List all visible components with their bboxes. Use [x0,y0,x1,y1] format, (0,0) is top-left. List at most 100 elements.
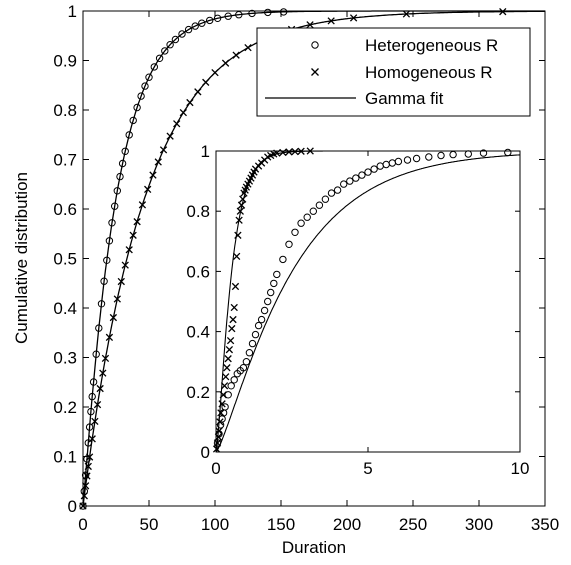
main-point-homogeneous [85,453,94,461]
inset-point-circle [464,150,472,158]
inset-point-circle [303,213,311,221]
main-point-heterogeneous [133,103,141,112]
main-point-homogeneous [96,384,104,393]
inset-point-x [220,382,229,390]
main-point-heterogeneous [116,172,124,181]
main-point-heterogeneous [184,25,193,34]
inset-point-circle [340,180,348,188]
main-y-tick-label: 1 [68,2,77,21]
inset-point-x [212,445,221,453]
main-point-heterogeneous [95,324,103,332]
main-point-heterogeneous [166,41,174,49]
legend: Heterogeneous R Homogeneous R Gamma fit [256,27,531,117]
inset-point-circle [504,148,512,157]
main-point-homogeneous [81,482,90,490]
main-point-homogeneous [117,277,125,286]
inset-point-x [226,336,235,345]
inset-point-x [217,409,225,417]
main-point-homogeneous [154,158,162,166]
inset-point-circle [251,330,260,339]
main-point-heterogeneous [83,455,91,463]
main-point-homogeneous [166,132,174,140]
main-point-heterogeneous [141,82,149,90]
main-point-homogeneous [79,502,87,510]
main-point-homogeneous [221,59,230,67]
inset-point-circle [346,177,354,185]
inset-point-circle [285,240,293,249]
inset-point-circle [412,154,421,163]
inset-point-circle [248,339,257,348]
main-y-tick-label: 0.6 [53,200,77,219]
main-x-tick-label: 150 [267,515,295,534]
inset-point-circle [309,207,317,215]
main-point-heterogeneous [264,8,272,17]
main-point-heterogeneous [111,202,119,210]
main-point-homogeneous [125,246,133,254]
main-point-homogeneous [105,333,114,341]
main-point-homogeneous [133,218,141,226]
main-point-homogeneous [121,261,129,269]
inset-point-x [230,303,238,312]
y-axis-label: Cumulative distribution [12,172,31,344]
main-point-heterogeneous [113,187,122,195]
inset-point-circle [479,149,488,157]
inset-point-x [215,427,223,435]
main-x-tick-label: 50 [140,515,159,534]
inset-point-circle [264,297,272,306]
inset-point-circle [270,279,278,288]
inset-point-x [224,355,232,363]
legend-label-homogeneous: Homogeneous R [365,63,493,82]
main-x-tick-label: 200 [333,515,361,534]
inset-point-x [273,149,281,157]
main-y-tick-label: 0.5 [53,250,77,269]
main-point-homogeneous [138,201,147,209]
inset-point-circle [273,270,281,279]
main-point-homogeneous [159,146,168,154]
legend-label-heterogeneous: Heterogeneous R [365,36,498,55]
main-point-homogeneous [211,68,219,77]
main-point-homogeneous [306,21,314,29]
inset-point-circle [321,195,330,203]
main-point-homogeneous [327,17,335,25]
main-point-homogeneous [88,435,96,443]
main-point-heterogeneous [145,73,153,81]
main-point-homogeneous [349,14,358,22]
main-y-tick-label: 0.2 [53,398,77,417]
main-point-heterogeneous [125,131,133,139]
main-y-tick-label: 0.9 [53,52,77,71]
inset-point-circle [394,157,403,166]
legend-marker-x [311,68,319,76]
inset-x-tick-label: 0 [211,459,220,478]
inset-point-circle [425,153,433,161]
inset-point-circle [315,201,324,209]
inset-point-x [279,148,287,157]
main-point-heterogeneous [155,54,164,62]
main-point-homogeneous [149,171,157,179]
inset-point-x [225,346,234,354]
inset-y-tick-label: 0 [201,443,210,462]
inset-point-x [285,148,293,156]
inset-point-x [234,231,242,239]
main-point-heterogeneous [121,147,129,156]
inset-point-circle [279,255,287,264]
inset-point-circle [213,439,222,447]
main-point-heterogeneous [235,11,243,19]
inset-point-circle [364,168,372,176]
inset-point-x [237,201,246,209]
inset-point-x [228,324,236,333]
main-point-heterogeneous [206,16,214,25]
inset-point-circle [333,186,342,194]
inset-y-tick-label: 0.4 [186,323,210,342]
inset-point-x [229,315,237,324]
main-point-heterogeneous [224,12,232,20]
inset-point-x [216,418,224,426]
inset-point-x [223,364,231,372]
inset-point-circle [352,174,360,182]
main-point-heterogeneous [87,407,95,416]
inset-point-circle [327,189,336,197]
main-point-homogeneous [179,108,187,117]
inset-series-layer [212,147,520,453]
main-point-heterogeneous [118,159,127,168]
inset-point-circle [358,171,366,179]
main-point-heterogeneous [191,22,199,30]
